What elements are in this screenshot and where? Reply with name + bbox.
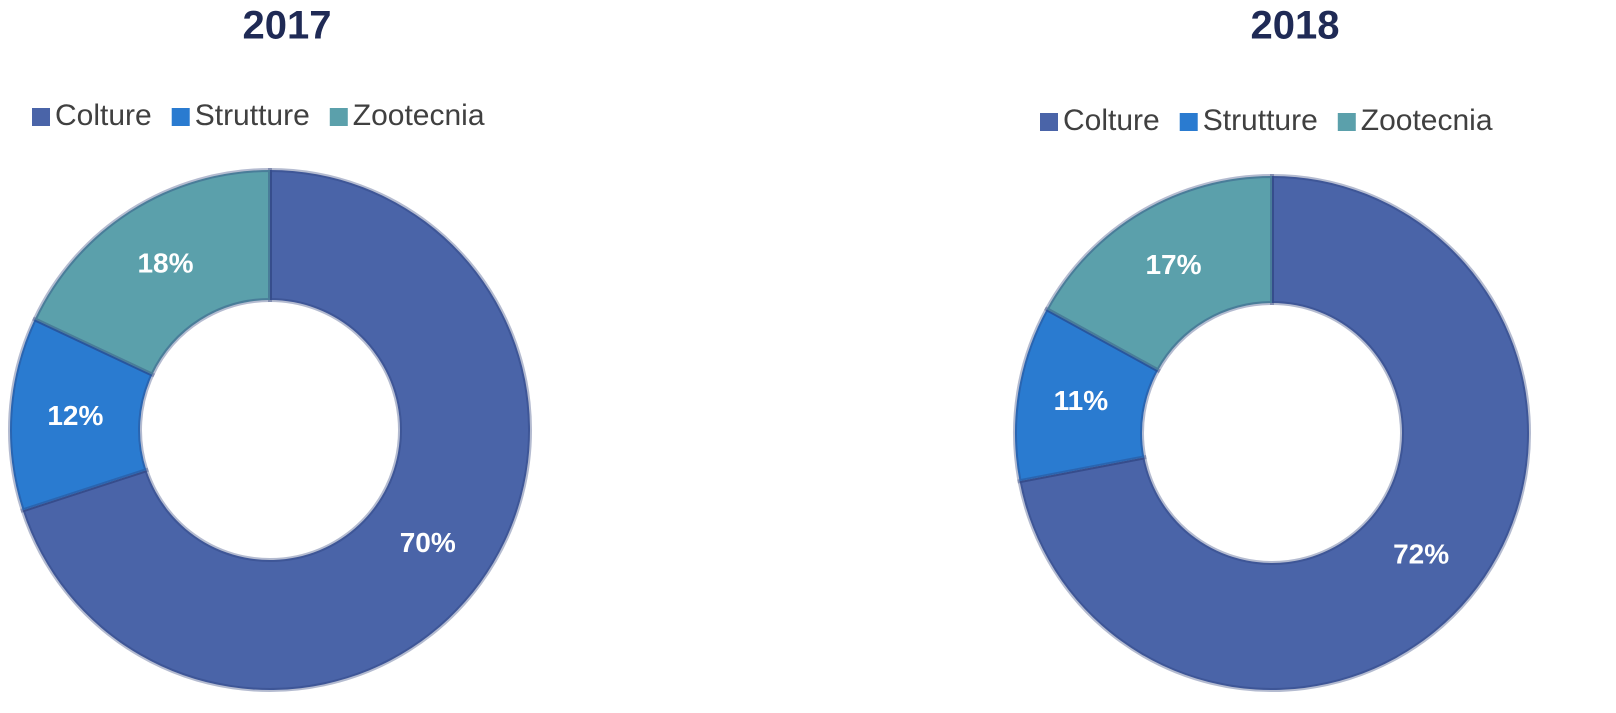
data-label: 18% xyxy=(137,248,193,279)
legend-label: Zootecnia xyxy=(1361,104,1493,137)
data-label: 12% xyxy=(47,400,103,431)
legend-swatch xyxy=(1337,113,1356,131)
donut-slice xyxy=(1013,306,1161,484)
donut-slice xyxy=(32,167,272,378)
legend-swatch xyxy=(1040,113,1058,131)
legend-label: Zootecnia xyxy=(353,99,485,132)
donut-chart: 2018 Colture Strutture Zootecnia 72% 11% 17% xyxy=(1013,4,1531,692)
legend-swatch xyxy=(171,108,190,126)
donut-slice xyxy=(1044,173,1274,374)
donut-chart: 2017 Colture Strutture Zootecnia 70% 12% 18% xyxy=(8,4,532,692)
chart-title: 2018 xyxy=(1251,4,1340,48)
legend-label: Colture xyxy=(55,99,152,132)
legend-swatch xyxy=(1179,113,1198,131)
data-label: 72% xyxy=(1393,539,1449,570)
legend-swatch xyxy=(329,108,348,126)
legend-swatch xyxy=(32,108,50,126)
legend-label: Strutture xyxy=(1203,104,1318,137)
donut-slice xyxy=(1017,173,1531,692)
donut-slice xyxy=(20,167,532,692)
legend-label: Strutture xyxy=(195,99,310,132)
chart-title: 2017 xyxy=(243,4,332,48)
data-label: 17% xyxy=(1145,249,1201,280)
legend-label: Colture xyxy=(1063,104,1160,137)
data-label: 11% xyxy=(1054,385,1109,416)
data-label: 70% xyxy=(400,527,456,558)
donut-slice xyxy=(8,316,156,513)
